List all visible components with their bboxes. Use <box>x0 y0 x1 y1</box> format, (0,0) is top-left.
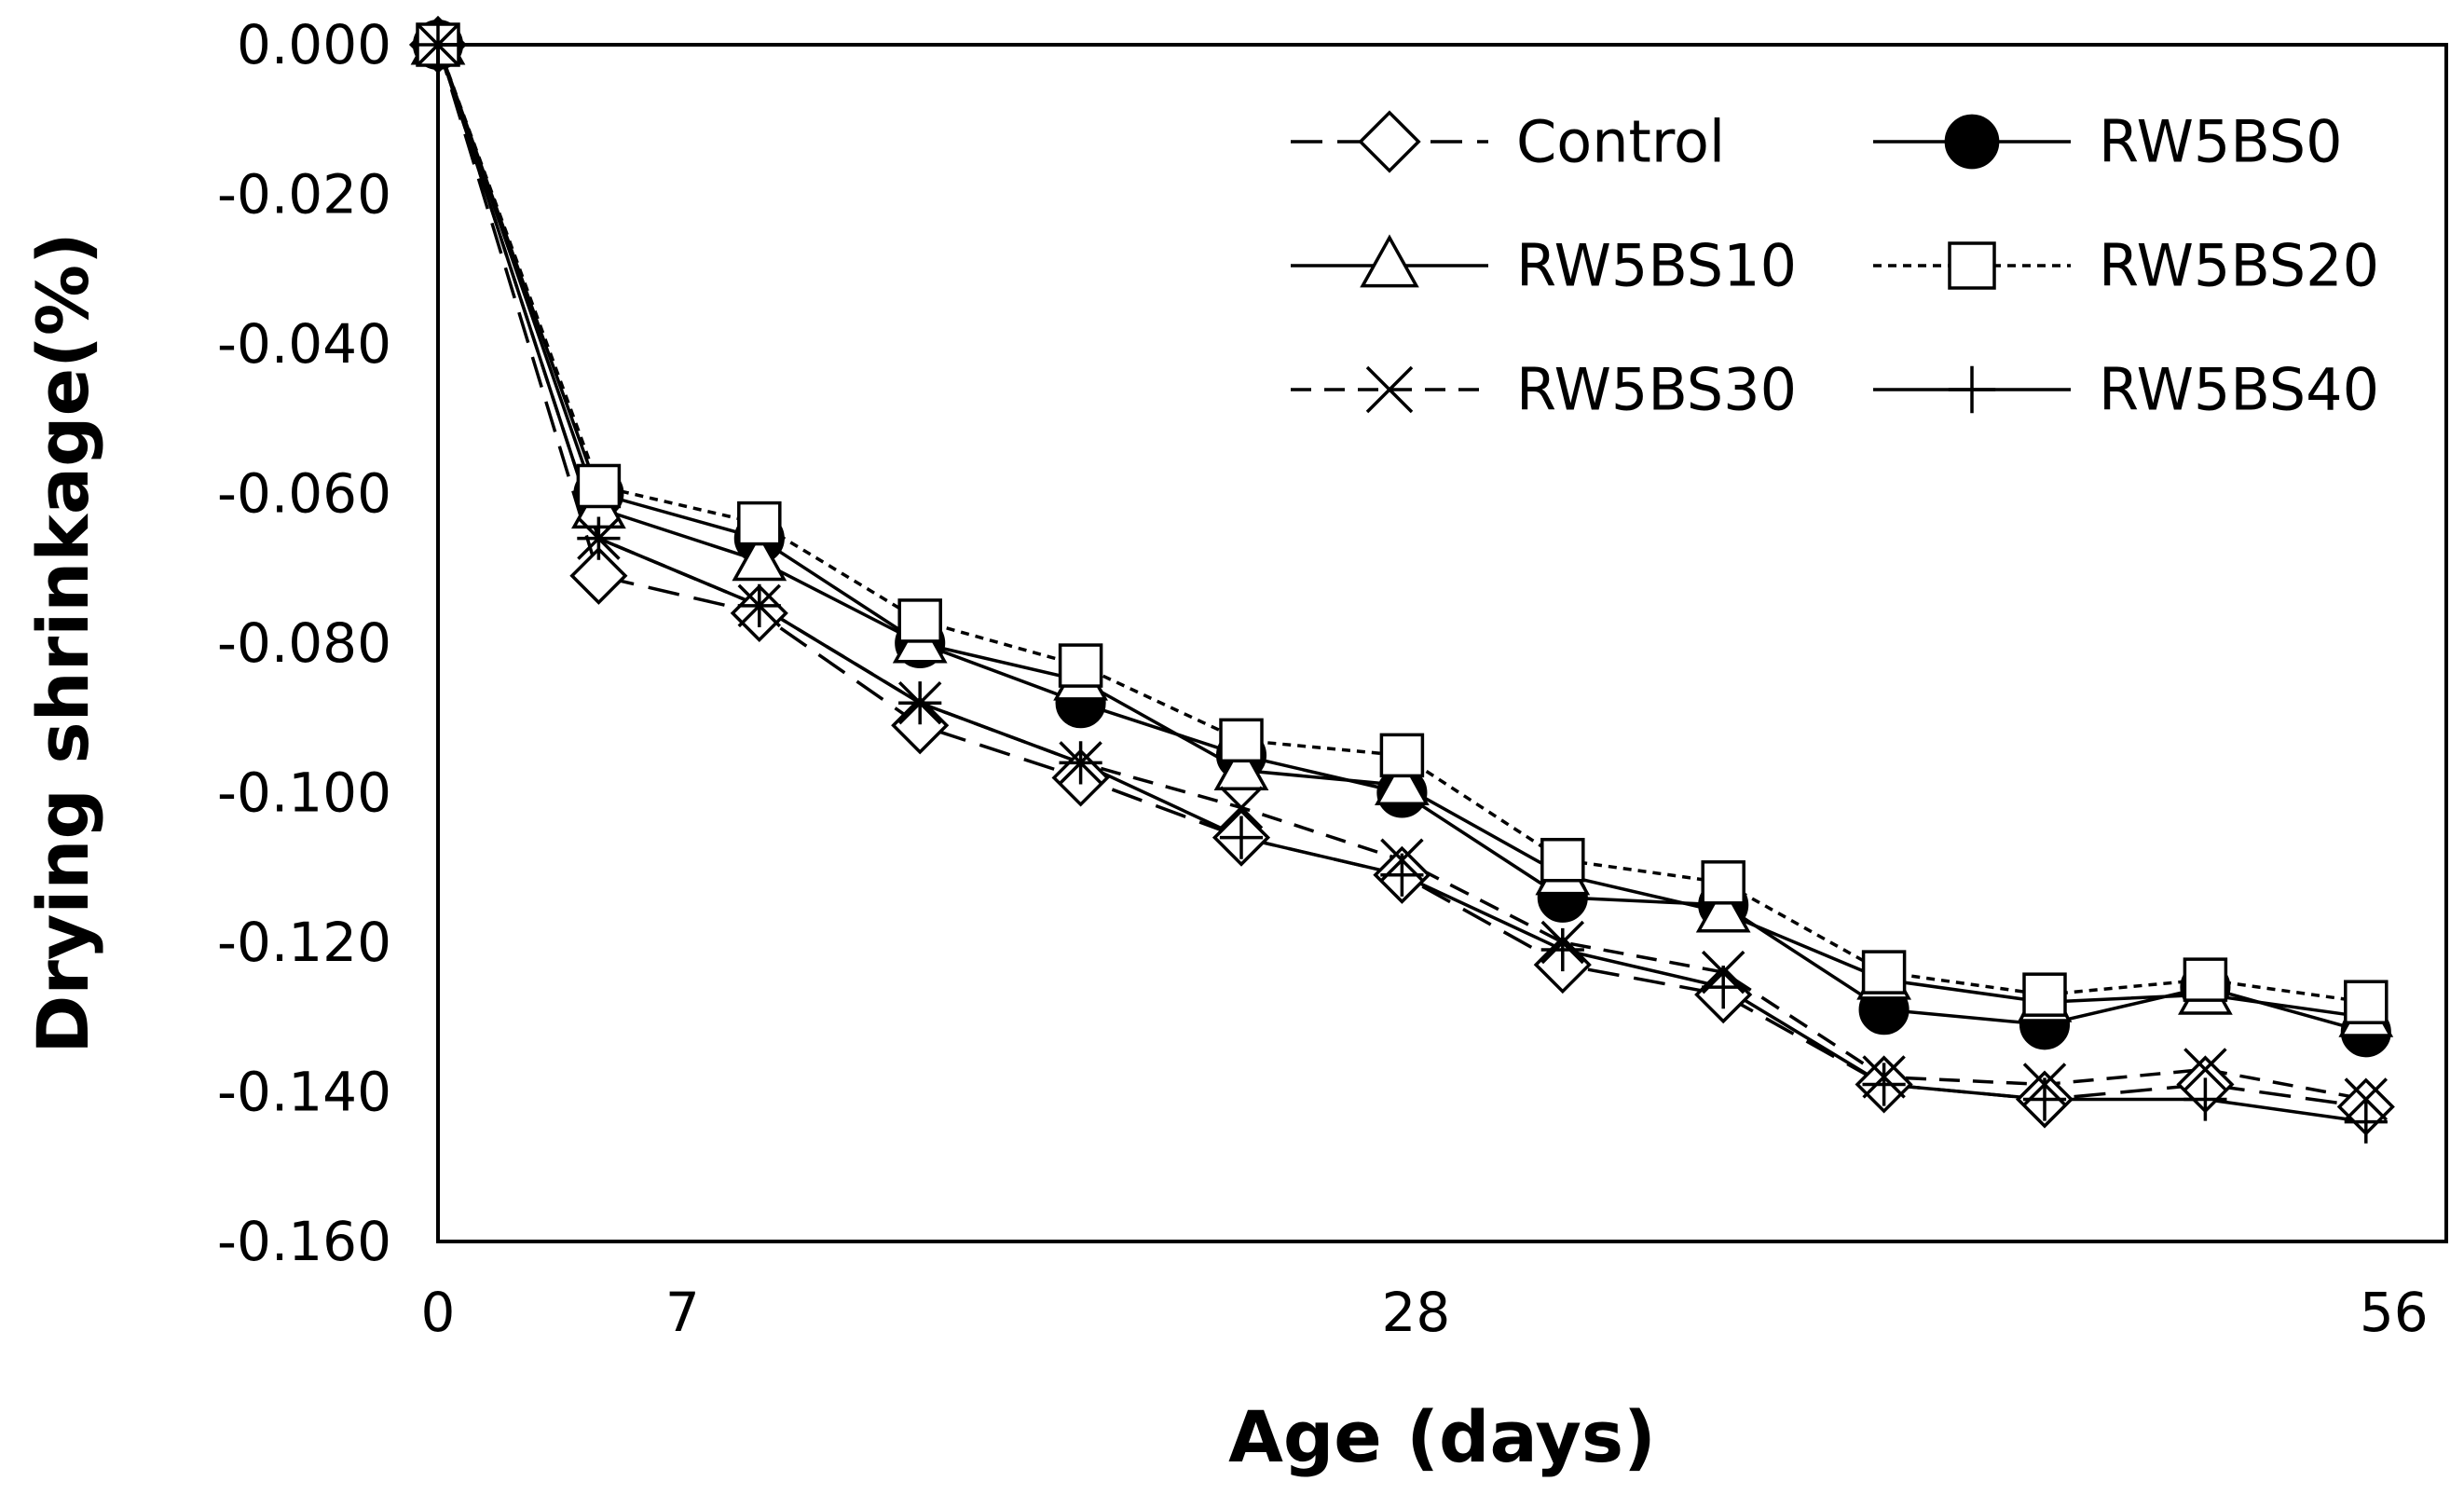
plus-marker <box>898 681 942 725</box>
plus-marker <box>1059 741 1102 785</box>
y-tick-label: -0.040 <box>217 312 391 376</box>
plus-marker <box>1862 1063 1906 1106</box>
y-tick-label: -0.060 <box>217 462 391 526</box>
legend-item-rw5bs10: RW5BS10 <box>1291 232 1797 300</box>
y-tick-label: -0.120 <box>217 911 391 974</box>
x-marker <box>2183 1048 2227 1091</box>
x-tick-labels: 0 7 28 56 <box>421 1281 2429 1344</box>
plus-marker <box>1219 816 1264 859</box>
square-marker <box>1948 241 1996 290</box>
triangle-marker <box>732 531 787 582</box>
legend-label: RW5BS30 <box>1516 356 1797 424</box>
diamond-marker <box>569 546 628 605</box>
y-tick-label: -0.160 <box>217 1210 391 1273</box>
legend-item-rw5bs20: RW5BS20 <box>1873 232 2379 300</box>
x-tick-label: 7 <box>665 1281 700 1344</box>
square-marker <box>2022 972 2067 1017</box>
plus-marker <box>737 583 781 627</box>
plot-area-frame <box>436 43 2448 1243</box>
legend-label: RW5BS10 <box>1516 232 1797 300</box>
plus-marker <box>2344 1100 2388 1144</box>
triangle-marker <box>1360 234 1419 288</box>
x-tick-label: 0 <box>421 1281 456 1344</box>
x-marker <box>1219 786 1264 830</box>
legend-item-rw5bs0: RW5BS0 <box>1873 108 2343 176</box>
square-marker <box>576 463 622 509</box>
square-marker <box>1540 837 1585 883</box>
plus-marker <box>1948 365 1996 414</box>
x-marker <box>1365 365 1414 414</box>
y-tick-label: 0.000 <box>237 13 391 76</box>
y-tick-label: -0.080 <box>217 611 391 675</box>
legend-label: RW5BS20 <box>2099 232 2379 300</box>
legend-item-rw5bs40: RW5BS40 <box>1873 356 2379 424</box>
x-axis-title: Age (days) <box>1228 1395 1656 1478</box>
x-tick-label: 28 <box>1381 1281 1450 1344</box>
y-tick-labels: 0.000 -0.020 -0.040 -0.060 -0.080 -0.100 -0.12… <box>217 13 391 1273</box>
square-marker <box>737 501 782 546</box>
y-tick-label: -0.140 <box>217 1061 391 1124</box>
y-axis-title: Drying shrinkage(%) <box>21 232 104 1054</box>
triangle-marker <box>1695 883 1751 933</box>
plus-marker <box>577 516 621 560</box>
triangle-marker <box>1213 741 1269 790</box>
legend-label: RW5BS40 <box>2099 356 2379 424</box>
x-marker <box>2344 1077 2389 1121</box>
plus-marker <box>1380 853 1424 897</box>
plus-marker <box>1702 966 1745 1009</box>
square-marker <box>1701 860 1745 905</box>
legend-item-rw5bs30: RW5BS30 <box>1291 356 1797 424</box>
plus-marker <box>2022 1077 2067 1121</box>
diamond-marker <box>1358 110 1421 173</box>
square-marker <box>897 598 942 643</box>
legend: Control RW5BS0 RW5BS10 RW5BS20 RW5BS30 RW5BS4… <box>1291 108 2379 424</box>
y-tick-label: -0.100 <box>217 761 391 825</box>
y-tick-label: -0.020 <box>217 163 391 226</box>
legend-item-control: Control <box>1291 108 1725 176</box>
square-marker <box>1219 718 1264 763</box>
legend-label: RW5BS0 <box>2099 108 2343 176</box>
plus-marker <box>2183 1077 2227 1121</box>
square-marker <box>2344 980 2389 1024</box>
circle-marker <box>1944 114 2000 170</box>
square-marker <box>1058 643 1103 688</box>
triangle-marker <box>1375 756 1430 806</box>
series-markers-rw5bs40 <box>416 22 2388 1144</box>
square-marker <box>2183 957 2228 1002</box>
plus-marker <box>1540 927 1584 972</box>
x-tick-label: 56 <box>2360 1281 2429 1344</box>
legend-label: Control <box>1516 108 1725 176</box>
square-marker <box>1861 950 1907 994</box>
diamond-marker <box>891 696 950 755</box>
square-marker <box>1379 733 1425 778</box>
